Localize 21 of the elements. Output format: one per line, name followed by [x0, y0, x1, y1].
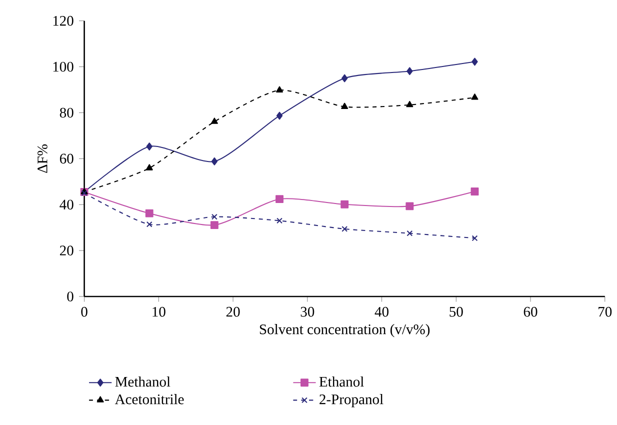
x-tick-label: 40 [374, 306, 388, 317]
legend-label: Methanol [115, 376, 170, 387]
x-tick-label: 0 [81, 306, 88, 317]
legend-label: Ethanol [319, 376, 364, 387]
y-tick-label: 60 [60, 154, 74, 164]
y-tick-label: 120 [53, 16, 74, 26]
y-tick-label: 0 [67, 291, 74, 302]
x-tick-label: 60 [524, 306, 538, 317]
x-tick-label: 10 [152, 306, 166, 317]
x-tick-label: 50 [450, 306, 463, 317]
y-tick-label: 100 [53, 62, 74, 72]
y-axis-title: ΔF% [38, 144, 48, 173]
y-tick-label: 40 [60, 200, 74, 210]
y-tick-label: 20 [60, 245, 74, 256]
x-tick-label: 30 [300, 306, 314, 317]
x-tick-label: 20 [226, 306, 240, 317]
y-tick-label: 80 [60, 108, 74, 118]
x-tick-label: 70 [598, 306, 612, 317]
legend-label: Acetonitrile [114, 394, 184, 404]
legend-label: 2-Propanol [320, 394, 384, 408]
x-axis-title: Solvent concentration (v/v%) [260, 324, 430, 338]
